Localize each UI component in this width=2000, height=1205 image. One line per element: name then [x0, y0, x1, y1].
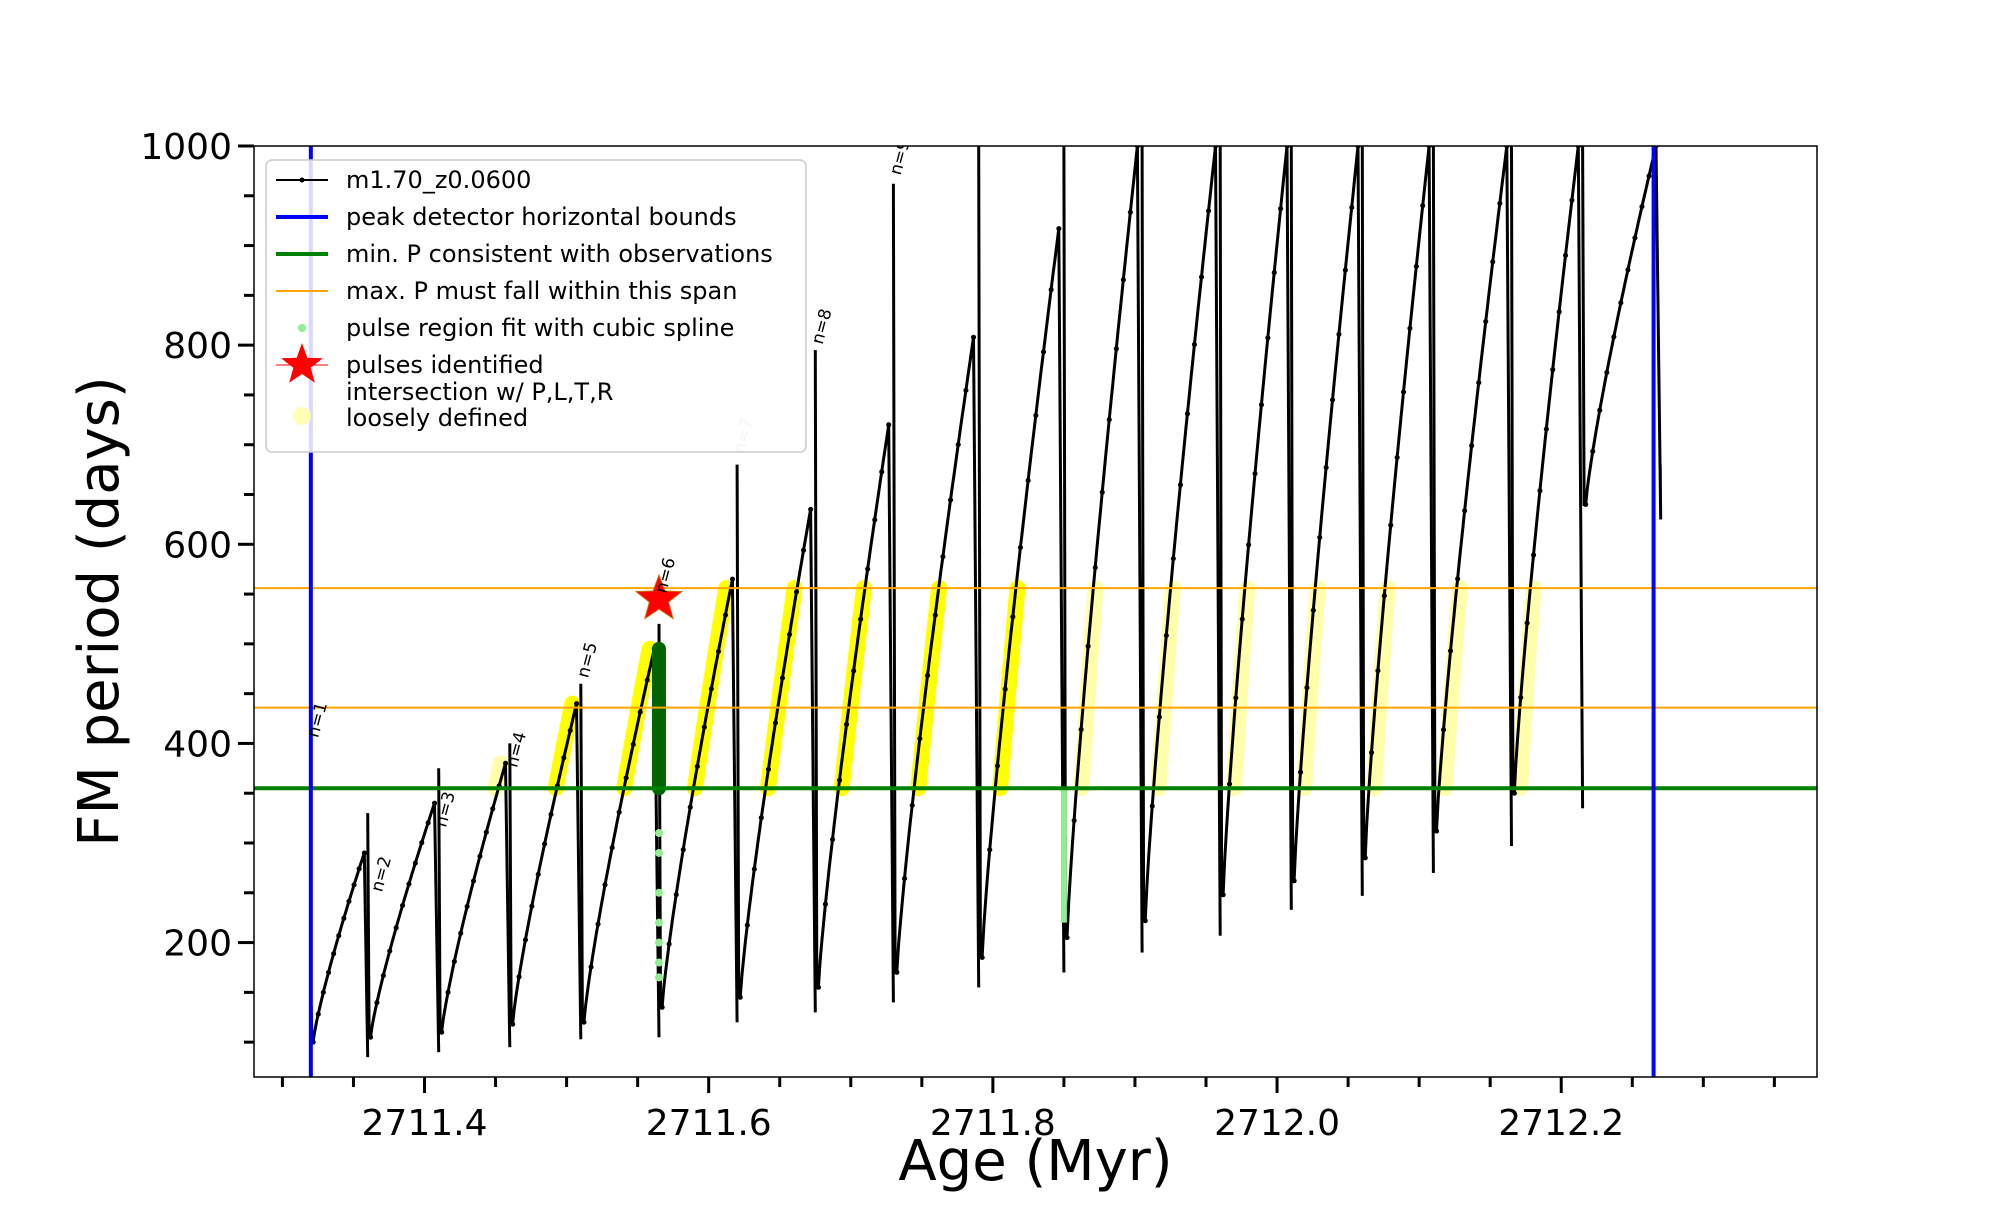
y-tick-label: 1000	[140, 127, 232, 168]
period-curve-segment	[437, 762, 512, 1048]
x-axis-title: Age (Myr)	[898, 1129, 1172, 1194]
period-curve-markers	[737, 506, 814, 1000]
period-curve-segment	[1510, 146, 1585, 809]
loose-region-band	[1150, 580, 1181, 797]
period-curve-markers	[894, 334, 977, 975]
loose-region-band	[1512, 580, 1542, 797]
spline-fit-dot	[654, 958, 663, 967]
legend-swatch-marker	[299, 177, 305, 183]
period-curve-segment	[366, 802, 441, 1053]
period-curve-segment	[1218, 146, 1293, 910]
period-curve-segment	[1289, 146, 1364, 896]
spline-fit-dot	[654, 918, 663, 927]
legend-label: m1.70_z0.0600	[346, 166, 531, 194]
legend-swatch-dot	[298, 324, 306, 332]
loose-region-band	[1296, 580, 1326, 797]
period-curve-segment	[1140, 146, 1222, 936]
period-curve-markers	[1362, 146, 1432, 861]
pulse-identified-star	[634, 573, 684, 620]
y-tick-label: 200	[163, 924, 232, 965]
pulse-label: n=6	[652, 556, 681, 596]
legend-label: min. P consistent with observations	[346, 240, 773, 268]
period-curve-segment	[813, 350, 895, 1003]
period-curve-markers	[439, 760, 509, 1035]
x-tick-label: 2711.4	[362, 1103, 488, 1144]
y-axis-title: FM period (days)	[67, 376, 132, 846]
y-tick-label: 600	[163, 525, 232, 566]
loose-region-band	[1436, 580, 1468, 797]
pulse-label: n=1	[303, 700, 332, 740]
pulse-label: n=5	[573, 640, 602, 680]
period-curve-segment	[579, 648, 661, 1038]
legend-label: max. P must fall within this span	[346, 277, 737, 305]
period-curve-segment	[1062, 146, 1144, 953]
y-tick-label: 800	[163, 326, 232, 367]
legend-label: pulse region fit with cubic spline	[346, 314, 734, 342]
period-curve-segment	[1431, 146, 1513, 847]
legend-label: intersection w/ P,L,T,R	[346, 378, 613, 406]
legend-swatch-bigdot	[293, 407, 311, 425]
period-curve-markers	[1142, 146, 1219, 924]
spline-fit-dot	[654, 888, 663, 897]
loose-region-band	[992, 580, 1026, 797]
axes-layer: 200 400 600 800 1000 2711.4 2711.6 2711.8 2712.0…	[67, 127, 1776, 1194]
spline-fit-dot	[654, 829, 663, 838]
period-curve-segment	[977, 146, 1066, 973]
x-tick-label: 2711.8	[930, 1103, 1056, 1144]
period-curve-markers	[1220, 146, 1290, 898]
period-curve-markers	[1583, 146, 1659, 507]
period-curve-markers	[310, 850, 367, 1045]
period-curve-segment	[735, 464, 817, 1013]
plot-frame	[253, 145, 1818, 1078]
legend-swatch-star	[281, 343, 323, 383]
period-curve-segment	[309, 852, 370, 1058]
loose-region-band	[547, 695, 581, 797]
x-tick-label: 2712.0	[1214, 1103, 1340, 1144]
spline-fit-dot	[654, 938, 663, 947]
period-curve-markers	[815, 422, 892, 990]
plot-area: n=1n=2n=3n=4n=5n=6n=7n=8n=9	[254, 137, 1817, 1077]
loose-region-band	[487, 755, 510, 797]
x-tick-label: 2712.2	[1498, 1103, 1624, 1144]
legend-label: loosely defined	[346, 404, 528, 432]
period-curve-markers	[1434, 146, 1510, 834]
period-curve-segment	[1581, 146, 1663, 520]
spline-fit-dot	[654, 848, 663, 857]
pulse-label: n=8	[808, 307, 837, 347]
period-curve-markers	[1064, 146, 1140, 941]
period-curve-segment	[657, 578, 739, 1023]
period-curve-markers	[1511, 146, 1581, 796]
loose-region-band	[1225, 580, 1256, 797]
period-curve-segment	[891, 183, 981, 988]
legend-box	[265, 159, 807, 453]
period-curve-markers	[979, 226, 1062, 960]
period-curve-segment	[1360, 146, 1435, 873]
pulse-label: n=2	[367, 854, 396, 894]
pulse-label: n=3	[431, 790, 460, 830]
y-tick-label: 400	[163, 724, 232, 765]
x-tick-label: 2711.6	[646, 1103, 772, 1144]
plot-border	[253, 145, 1818, 1078]
pulse-label: n=9	[886, 137, 915, 177]
legend-label: pulses identified	[346, 351, 544, 379]
period-curve-markers	[581, 646, 657, 1025]
period-curve-segment	[508, 703, 583, 1040]
period-curve-markers	[368, 800, 438, 1040]
period-curve-markers	[659, 576, 735, 1010]
period-curve-markers	[1291, 146, 1361, 884]
loose-region-band	[1366, 580, 1396, 797]
spline-fit-dot	[654, 973, 663, 982]
legend-label: peak detector horizontal bounds	[346, 203, 737, 231]
series-layer: n=1n=2n=3n=4n=5n=6n=7n=8n=9	[254, 137, 1817, 1077]
pulse-label: n=4	[502, 730, 531, 770]
period-curve-markers	[510, 701, 580, 1027]
loose-region-band	[1073, 580, 1104, 797]
